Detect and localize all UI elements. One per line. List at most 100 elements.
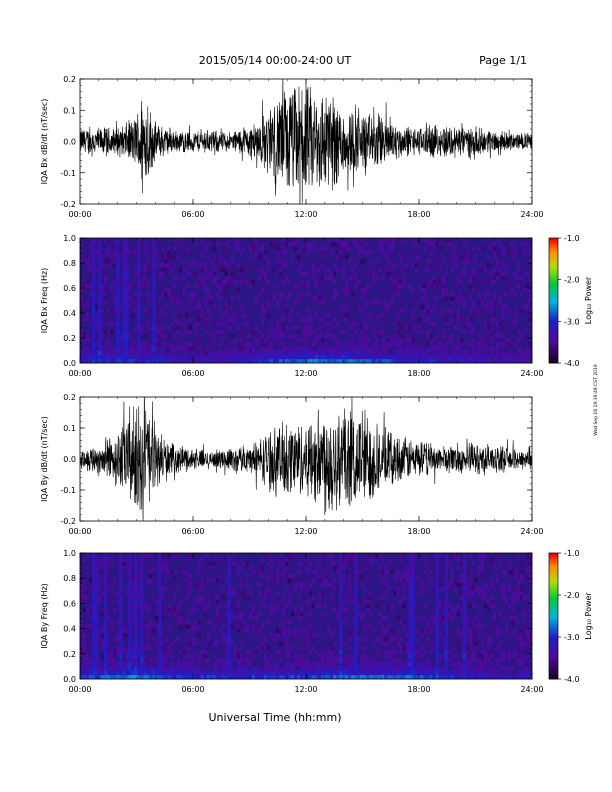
spectrogram-cell <box>122 271 126 276</box>
spectrogram-cell <box>399 238 403 243</box>
spectrogram-cell <box>290 333 295 339</box>
spectrogram-cell <box>275 354 280 360</box>
spectrogram-cell <box>507 649 512 655</box>
spectrogram-cell <box>336 321 340 326</box>
spectrogram-cell <box>330 670 334 676</box>
spectrogram-cell <box>414 616 418 621</box>
spectrogram-cell <box>275 246 280 251</box>
spectrogram-cell <box>278 342 283 347</box>
spectrogram-cell <box>251 350 256 355</box>
spectrogram-cell <box>221 313 225 318</box>
spectrogram-cell <box>411 325 415 330</box>
colorbar-segment <box>549 256 558 260</box>
spectrogram-cell <box>501 658 506 663</box>
spectrogram-cell <box>137 561 141 566</box>
spectrogram-cell <box>390 666 394 671</box>
spectrogram-cell <box>215 616 219 621</box>
spectrogram-cell <box>140 590 144 596</box>
spectrogram-cell <box>495 354 500 360</box>
spectrogram-cell <box>372 666 376 671</box>
spectrogram-cell <box>170 321 174 326</box>
spectrogram-cell <box>137 342 141 347</box>
spectrogram-cell <box>266 666 271 671</box>
spectrogram-cell <box>119 590 123 596</box>
spectrogram-cell <box>233 358 237 364</box>
spectrogram-cell <box>525 565 530 571</box>
spectrogram-cell <box>179 358 183 364</box>
spectrogram-cell <box>402 569 406 575</box>
spectrogram-cell <box>281 250 286 255</box>
spectrogram-cell <box>387 238 391 243</box>
spectrogram-cell <box>387 653 391 659</box>
spectrogram-cell <box>284 557 289 562</box>
spectrogram-cell <box>441 308 445 314</box>
spectrogram-cell <box>128 611 132 617</box>
spectrogram-cell <box>281 354 286 360</box>
spectrogram-cell <box>354 346 358 351</box>
spectrogram-cell <box>107 641 111 646</box>
spectrogram-cell <box>516 641 521 646</box>
spectrogram-cell <box>312 275 316 280</box>
spectrogram-cell <box>312 342 316 347</box>
spectrogram-cell <box>287 317 292 322</box>
spectrogram-cell <box>95 250 99 255</box>
spectrogram-cell <box>89 666 93 671</box>
spectrogram-cell <box>260 670 265 676</box>
spectrogram-cell <box>278 653 283 659</box>
spectrogram-cell <box>456 666 460 671</box>
spectrogram-cell <box>411 662 415 667</box>
spectrogram-cell <box>215 578 219 583</box>
spectrogram-cell <box>435 283 439 289</box>
spectrogram-cell <box>399 662 403 667</box>
spectrogram-cell <box>125 329 129 335</box>
spectrogram-cell <box>86 607 90 613</box>
spectrogram-cell <box>290 342 295 347</box>
spectrogram-cell <box>233 653 237 659</box>
spectrogram-cell <box>489 666 494 671</box>
spectrogram-cell <box>411 313 415 318</box>
spectrogram-cell <box>423 238 427 243</box>
spectrogram-cell <box>266 590 271 596</box>
spectrogram-cell <box>393 288 397 293</box>
spectrogram-cell <box>278 254 283 260</box>
spectrogram-cell <box>480 666 485 671</box>
spectrogram-cell <box>369 628 373 634</box>
spectrogram-cell <box>194 354 198 360</box>
trace-line <box>80 397 532 521</box>
spectrogram-cell <box>260 271 265 276</box>
spectrogram-cell <box>336 350 340 355</box>
spectrogram-cell <box>206 637 210 642</box>
spectrogram-cell <box>275 662 280 667</box>
spectrogram-cell <box>465 578 470 583</box>
spectrogram-cell <box>450 338 454 343</box>
spectrogram-cell <box>318 267 322 272</box>
spectrogram-cell <box>257 645 262 650</box>
spectrogram-cell <box>158 637 162 642</box>
spectrogram-cell <box>152 325 156 330</box>
spectrogram-cell <box>465 358 470 364</box>
spectrogram-cell <box>89 662 93 667</box>
spectrogram-cell <box>441 350 445 355</box>
spectrogram-cell <box>381 358 385 364</box>
spectrogram-cell <box>287 350 292 355</box>
spectrogram-cell <box>293 354 298 360</box>
spectrogram-cell <box>480 300 485 305</box>
spectrogram-cell <box>339 674 343 680</box>
spectrogram-cell <box>206 242 210 247</box>
colorbar-segment <box>549 348 558 351</box>
spectrogram-cell <box>375 553 379 558</box>
spectrogram-cell <box>480 586 485 592</box>
spectrogram-cell <box>179 238 183 243</box>
spectrogram-cell <box>459 674 463 680</box>
colorbar-segment <box>549 258 558 262</box>
spectrogram-cell <box>387 246 391 251</box>
spectrogram-cell <box>306 666 310 671</box>
spectrogram-cell <box>378 333 382 339</box>
spectrogram-cell <box>119 620 123 625</box>
spectrogram-cell <box>402 238 406 243</box>
spectrogram-cell <box>149 620 153 625</box>
spectrogram-cell <box>134 582 138 587</box>
spectrogram-cell <box>188 317 192 322</box>
spectrogram-cell <box>125 246 129 251</box>
spectrogram-cell <box>266 620 271 625</box>
